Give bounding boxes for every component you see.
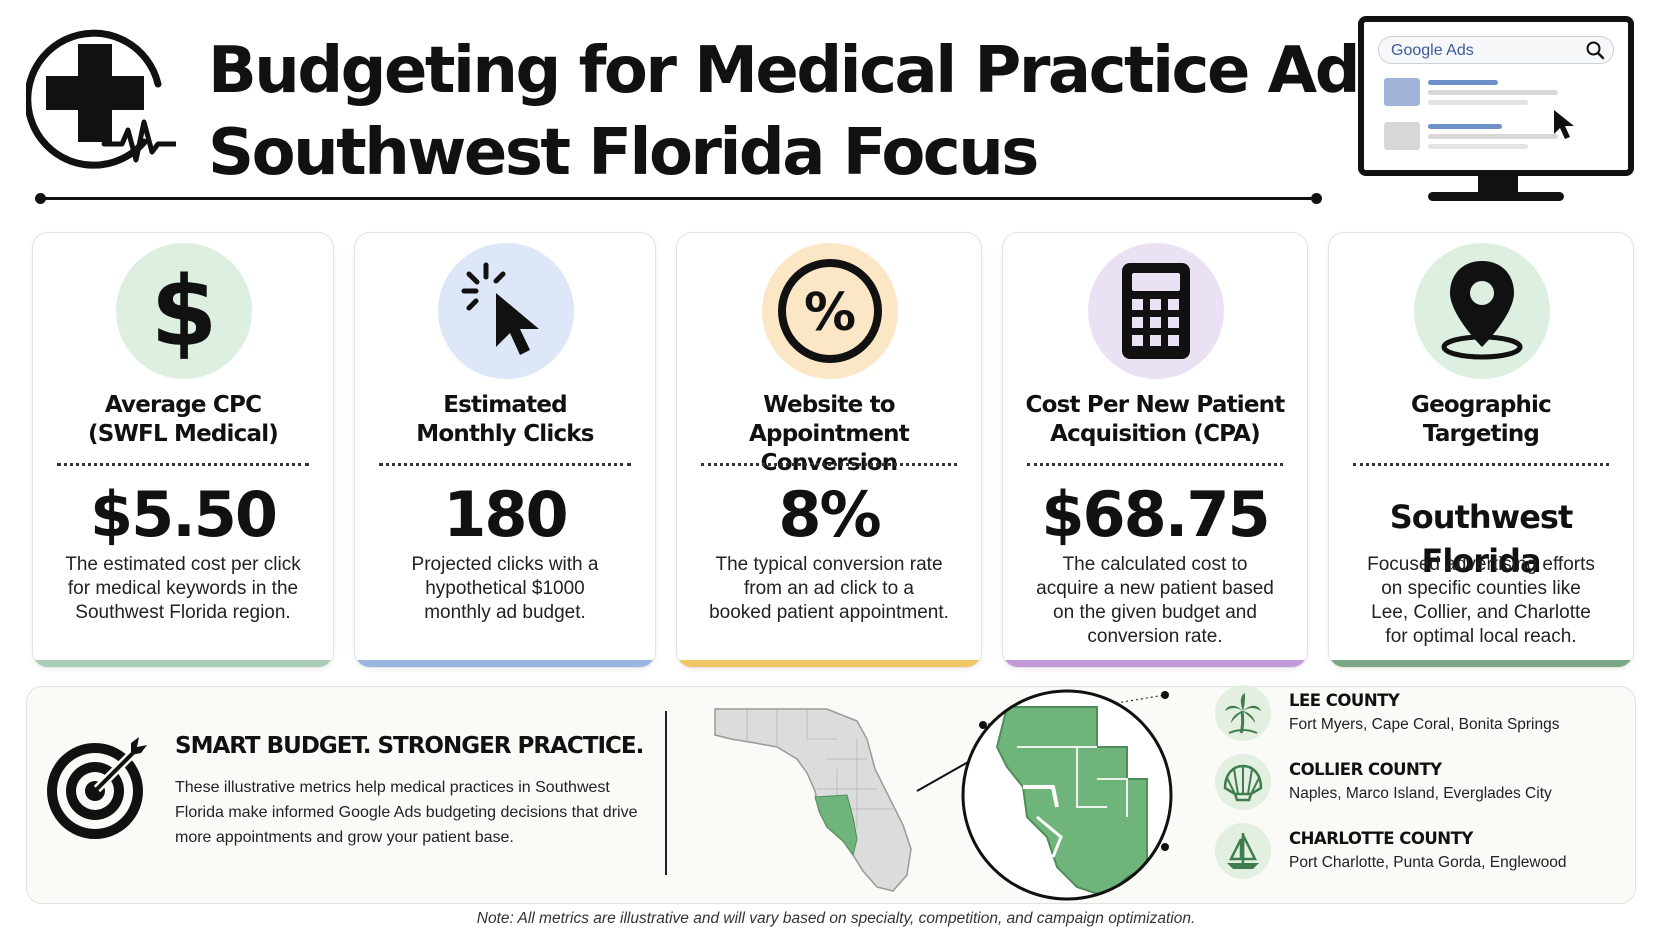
metric-card-average-cpc: $ Average CPC (SWFL Medical) $5.50 The e… [32,232,334,668]
sailboat-icon [1215,823,1271,879]
result-line [1428,124,1502,129]
card-value: 8% [778,478,881,551]
dotted-divider [1027,463,1283,466]
card-title: Cost Per New Patient Acquisition (CPA) [1025,392,1286,447]
search-bar: Google Ads [1378,36,1614,64]
metric-card-cpa: Cost Per New Patient Acquisition (CPA) $… [1002,232,1308,668]
medical-cross-heartbeat-icon [24,22,179,172]
county-name: COLLIER COUNTY [1289,760,1442,779]
title-line-1: Budgeting for Medical Practice Ads: [208,34,1419,108]
divider-endpoint [1311,193,1322,204]
dotted-divider [1353,463,1609,466]
card-description: Focused advertising efforts on specific … [1367,554,1595,647]
icon-background [1088,243,1224,379]
card-accent-bar [1329,660,1633,667]
card-accent-bar [33,660,333,667]
metric-card-conversion: % Website to Appointment Conversion 8% T… [676,232,982,668]
monitor-base [1428,192,1564,201]
result-thumbnail [1384,78,1420,106]
county-charlotte: CHARLOTTE COUNTY Port Charlotte, Punta G… [1215,823,1645,883]
metric-card-monthly-clicks: Estimated Monthly Clicks 180 Projected c… [354,232,656,668]
card-accent-bar [355,660,655,667]
icon-background: $ [116,243,252,379]
calculator-icon [1122,263,1190,359]
county-name: LEE COUNTY [1289,691,1400,710]
county-name: CHARLOTTE COUNTY [1289,829,1473,848]
card-value: $5.50 [89,478,278,551]
result-line [1428,144,1528,149]
county-cities: Port Charlotte, Punta Gorda, Englewood [1289,854,1567,871]
monitor-illustration: Google Ads [1358,16,1634,202]
county-cities: Naples, Marco Island, Everglades City [1289,785,1552,802]
footnote: Note: All metrics are illustrative and w… [476,910,1196,927]
svg-text:$: $ [151,256,218,368]
search-icon [1586,41,1605,60]
icon-background [438,243,574,379]
seashell-icon [1215,754,1271,810]
result-line [1428,90,1558,95]
header-divider [40,197,1318,200]
map-pin-icon [1441,261,1523,360]
card-value: Southwest Florida [1389,498,1574,580]
result-line [1428,100,1528,105]
click-cursor-icon [461,262,539,355]
card-title: Average CPC (SWFL Medical) [87,392,279,447]
swfl-zoom-map [961,689,1173,901]
card-title: Estimated Monthly Clicks [416,392,594,447]
card-accent-bar [677,660,981,667]
vertical-divider [665,711,667,875]
mouse-cursor-icon [1554,110,1574,139]
card-description: The calculated cost to acquire a new pat… [1036,554,1274,647]
dollar-icon: $ [151,256,218,368]
county-collier: COLLIER COUNTY Naples, Marco Island, Eve… [1215,754,1645,814]
title-line-2: Southwest Florida Focus [208,116,1039,190]
card-value: 180 [443,478,568,551]
card-description: The estimated cost per click for medical… [65,554,301,623]
monitor-stand [1478,176,1518,192]
result-line [1428,134,1558,139]
card-description: The typical conversion rate from an ad c… [709,554,949,623]
county-cities: Fort Myers, Cape Coral, Bonita Springs [1289,716,1560,733]
card-accent-bar [1003,660,1307,667]
bottom-panel: SMART BUDGET. STRONGER PRACTICE. These i… [26,685,1636,904]
result-thumbnail [1384,122,1420,150]
monitor-screen: Google Ads [1358,16,1634,176]
icon-background [1414,243,1550,379]
icon-background: % [762,243,898,379]
metric-card-geographic-targeting: Geographic Targeting Southwest Florida F… [1328,232,1634,668]
palm-tree-icon [1215,685,1271,741]
county-lee: LEE COUNTY Fort Myers, Cape Coral, Bonit… [1215,685,1645,745]
page-title: Budgeting for Medical Practice Ads: Sout… [208,30,1419,194]
dotted-divider [57,463,309,466]
dotted-divider [379,463,631,466]
target-icon [47,737,147,839]
slogan-body: These illustrative metrics help medical … [175,779,638,846]
slogan-heading: SMART BUDGET. STRONGER PRACTICE. [175,733,644,759]
svg-text:%: % [804,283,856,343]
florida-map [714,708,912,892]
search-bar-label: Google Ads [1391,42,1474,59]
card-title: Geographic Targeting [1411,392,1552,447]
card-description: Projected clicks with a hypothetical $10… [411,554,599,623]
percent-icon: % [778,259,882,363]
result-line [1428,80,1498,85]
card-value: $68.75 [1041,478,1270,551]
dotted-divider [701,463,957,466]
